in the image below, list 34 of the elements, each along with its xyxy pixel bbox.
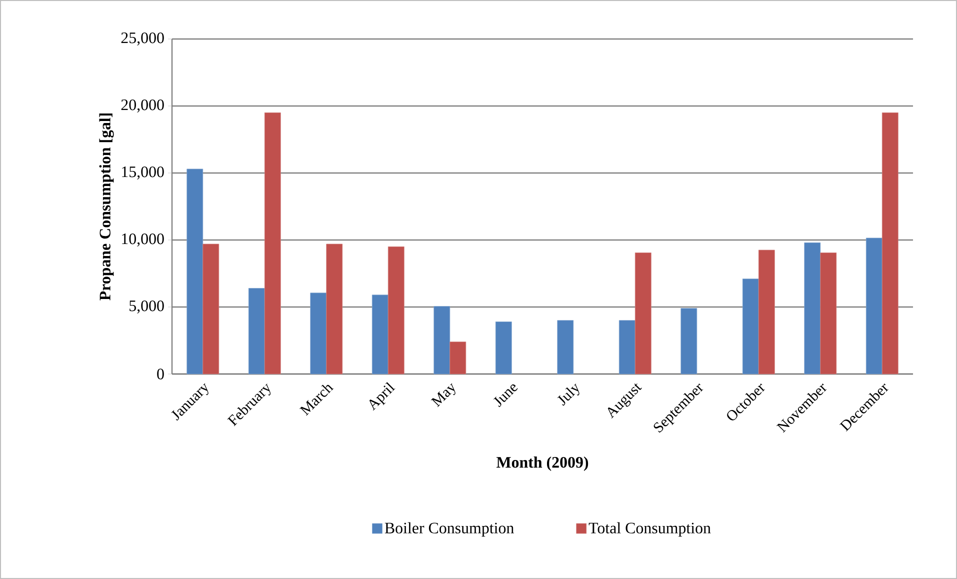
bar bbox=[248, 288, 265, 374]
bar bbox=[618, 320, 636, 374]
y-tick-label: 10,000 bbox=[122, 233, 164, 247]
bar bbox=[820, 252, 837, 374]
bar bbox=[450, 342, 466, 374]
bar bbox=[557, 320, 574, 374]
bar bbox=[495, 322, 512, 374]
x-tick-label: May bbox=[430, 383, 456, 408]
legend-label: Total Consumption bbox=[588, 522, 711, 537]
bar bbox=[882, 112, 898, 374]
y-tick-label: 5,000 bbox=[130, 300, 164, 314]
bar bbox=[186, 168, 204, 374]
bar bbox=[680, 308, 698, 374]
bar bbox=[310, 292, 327, 374]
x-axis-title: Month (2009) bbox=[496, 456, 588, 471]
bar bbox=[742, 278, 759, 374]
legend-label: Boiler Consumption bbox=[384, 522, 514, 537]
y-tick-label: 15,000 bbox=[122, 166, 164, 180]
x-tick-label: June bbox=[493, 384, 518, 408]
bar bbox=[434, 306, 450, 374]
bar bbox=[372, 294, 388, 374]
bar bbox=[264, 112, 281, 374]
y-tick-label: 25,000 bbox=[121, 32, 164, 46]
bar bbox=[388, 246, 404, 374]
y-tick-label: 0 bbox=[157, 368, 164, 380]
y-tick-label: 20,000 bbox=[121, 99, 164, 113]
bar bbox=[202, 244, 220, 374]
bar bbox=[758, 250, 775, 374]
bar bbox=[866, 238, 882, 374]
bar bbox=[634, 252, 652, 374]
bar bbox=[326, 244, 343, 374]
bar bbox=[804, 242, 821, 374]
y-axis-title: Propane Consumption [gal] bbox=[99, 114, 114, 300]
x-tick-label: July bbox=[557, 384, 580, 406]
